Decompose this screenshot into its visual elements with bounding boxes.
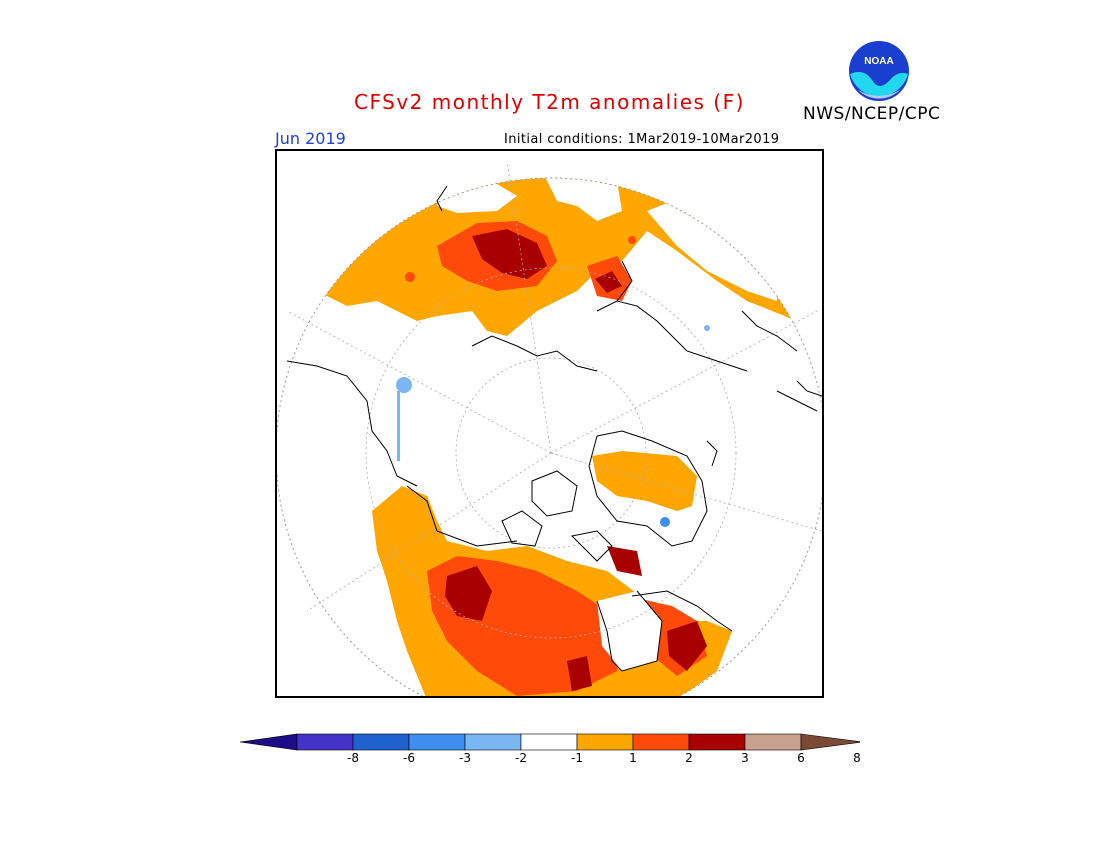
legend-tick-label: 1: [629, 751, 637, 765]
legend-swatch: [464, 733, 522, 751]
legend-swatch: [296, 733, 354, 751]
logo-text: NOAA: [864, 56, 893, 67]
legend-tick-label: 8: [853, 751, 861, 765]
legend-tick-label: 2: [685, 751, 693, 765]
anomaly-region-eurasia-strong: [472, 229, 547, 279]
organization-label: NWS/NCEP/CPC: [803, 104, 941, 124]
valid-month-label: Jun 2019: [275, 129, 346, 148]
legend-tick-label: -8: [347, 751, 359, 765]
initial-conditions-label: Initial conditions: 1Mar2019-10Mar2019: [504, 132, 780, 147]
legend-tick-label: 3: [741, 751, 749, 765]
graticule: [286, 160, 822, 639]
legend-tick-label: -1: [571, 751, 583, 765]
legend-swatch: [352, 733, 410, 751]
legend-tick-label: -2: [515, 751, 527, 765]
anomaly-region-greenland: [592, 451, 697, 511]
polar-map: [277, 160, 822, 696]
legend-swatch: [520, 733, 578, 751]
legend-swatch: [744, 733, 802, 751]
legend-arrow-high: [800, 733, 860, 751]
legend-swatch: [632, 733, 690, 751]
map-frame: [275, 149, 824, 698]
legend-arrow-low: [240, 733, 298, 751]
anomaly-region-north-america-strong: [445, 566, 492, 621]
coastlines: [286, 185, 822, 672]
legend-tick-label: -6: [403, 751, 415, 765]
noaa-logo: NOAA: [848, 40, 910, 102]
chart-title: CFSv2 monthly T2m anomalies (F): [354, 90, 745, 114]
legend-swatch: [576, 733, 634, 751]
legend-tick-label: 6: [797, 751, 805, 765]
legend-tick-label: -3: [459, 751, 471, 765]
legend-swatch: [688, 733, 746, 751]
color-legend: [240, 733, 860, 773]
anomaly-region-cool-spot: [396, 377, 412, 393]
legend-swatch: [408, 733, 466, 751]
